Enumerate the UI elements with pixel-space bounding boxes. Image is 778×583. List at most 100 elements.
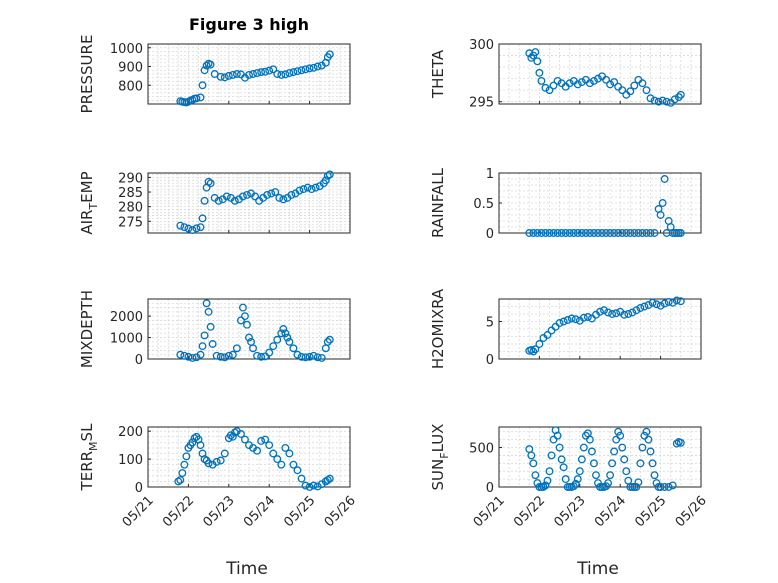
data-point (628, 308, 637, 317)
data-point (307, 185, 316, 194)
y-tick-label: 0 (135, 481, 143, 496)
data-point (604, 479, 613, 488)
data-point (610, 447, 619, 456)
data-point (212, 351, 221, 360)
data-point (525, 229, 534, 237)
data-point (571, 315, 580, 324)
data-point (626, 87, 635, 96)
data-point (192, 353, 201, 362)
axes-box (498, 43, 702, 105)
data-point (656, 483, 665, 491)
data-point (571, 479, 580, 488)
data-point (557, 455, 566, 464)
data-point (549, 229, 558, 237)
data-point (323, 171, 332, 180)
data-point (527, 346, 536, 354)
data-point (303, 183, 312, 192)
data-point (604, 308, 613, 317)
data-point (549, 81, 558, 90)
data-point (632, 483, 641, 491)
data-point (577, 78, 586, 87)
y-tick-label: 0.5 (473, 197, 494, 212)
data-point (606, 80, 615, 89)
data-point (241, 312, 249, 321)
y-tick-label: 0 (486, 227, 494, 242)
data-point (180, 460, 189, 469)
data-point (660, 483, 669, 491)
data-point (587, 447, 596, 456)
data-point (583, 313, 592, 321)
data-point (313, 482, 322, 491)
data-point (206, 179, 215, 188)
data-point (527, 53, 536, 62)
data-point (638, 79, 647, 88)
data-point (577, 455, 586, 464)
y-tick-label: 1000 (110, 332, 143, 347)
data-point (285, 449, 294, 458)
data-point (622, 467, 631, 476)
data-point (553, 76, 562, 85)
ylabel-5: H2OMIXRA (429, 288, 447, 369)
data-point (196, 93, 205, 102)
data-point (602, 75, 611, 84)
y-tick-label: 1 (486, 167, 494, 182)
data-point (594, 74, 602, 83)
data-point (198, 214, 207, 223)
data-point (612, 309, 621, 318)
subplot-4: 0 1000 2000 MIXDEPTH (78, 290, 351, 368)
x-tick-label: 05/24 (592, 493, 629, 530)
data-point (531, 345, 540, 354)
data-point (543, 476, 552, 485)
data-point (636, 304, 645, 312)
y-tick-label: 900 (118, 61, 143, 76)
data-point (321, 176, 330, 185)
data-point (537, 76, 546, 85)
data-point (184, 224, 193, 233)
y-tick-label: 800 (118, 79, 143, 94)
data-point (257, 437, 266, 445)
data-point (555, 319, 564, 327)
data-point (664, 298, 673, 306)
data-point (563, 316, 572, 324)
y-tick-label: 285 (118, 186, 143, 201)
x-tick-label: 05/22 (511, 493, 548, 530)
data-point (648, 298, 657, 307)
data-point (273, 70, 282, 78)
data-point (174, 477, 183, 486)
data-point (646, 229, 655, 237)
data-point (676, 229, 685, 237)
data-point (200, 331, 209, 340)
data-point (594, 479, 602, 488)
data-point (200, 196, 209, 205)
data-point (674, 93, 683, 102)
data-point (555, 443, 564, 452)
data-point (559, 317, 568, 326)
data-point (529, 229, 538, 237)
axes-box (498, 426, 702, 488)
data-point (281, 70, 290, 79)
x-tick-label: 05/25 (632, 493, 669, 530)
data-point (275, 193, 284, 202)
data-point (660, 299, 669, 308)
data-point (527, 451, 536, 460)
data-point (614, 427, 623, 436)
data-point (668, 298, 677, 307)
data-point (581, 229, 590, 237)
data-point (289, 344, 298, 353)
axes-box (498, 298, 702, 360)
data-point (573, 475, 582, 484)
data-point (204, 307, 213, 316)
data-point (188, 226, 197, 235)
y-tick-label: 1000 (110, 42, 143, 57)
data-point (198, 81, 207, 90)
data-point (581, 431, 590, 440)
data-point (630, 81, 639, 90)
data-point (273, 455, 282, 464)
y-tick-label: 500 (469, 442, 494, 457)
y-tick-label: 280 (118, 201, 143, 216)
data-point (236, 430, 245, 438)
data-point (285, 337, 294, 346)
data-point (664, 483, 673, 491)
